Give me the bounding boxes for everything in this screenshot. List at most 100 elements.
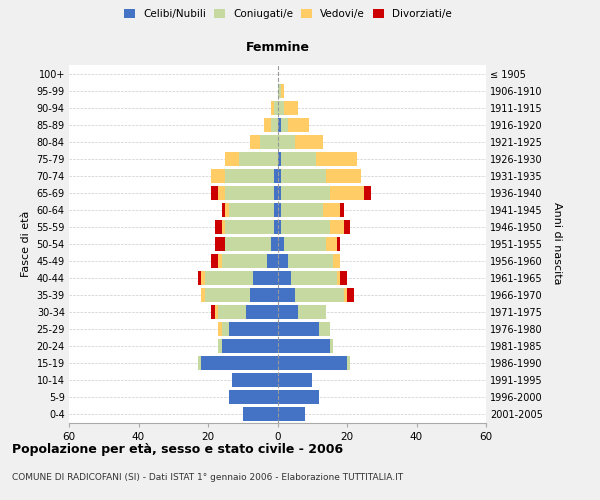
Bar bbox=[263, 118, 271, 132]
Bar bbox=[337, 271, 340, 285]
Bar bbox=[277, 237, 284, 250]
Text: COMUNE DI RADICOFANI (SI) - Dati ISTAT 1° gennaio 2006 - Elaborazione TUTTITALIA: COMUNE DI RADICOFANI (SI) - Dati ISTAT 1… bbox=[12, 472, 403, 482]
Bar bbox=[201, 288, 205, 302]
Bar bbox=[344, 220, 350, 234]
Bar bbox=[277, 390, 319, 404]
Bar bbox=[277, 100, 284, 114]
Bar bbox=[277, 220, 281, 234]
Bar bbox=[215, 220, 222, 234]
Bar bbox=[211, 305, 215, 319]
Bar bbox=[260, 134, 277, 148]
Bar bbox=[246, 305, 277, 319]
Bar bbox=[218, 322, 222, 336]
Bar bbox=[226, 168, 274, 182]
Bar bbox=[222, 339, 277, 353]
Bar bbox=[250, 288, 277, 302]
Bar bbox=[344, 288, 347, 302]
Bar bbox=[218, 305, 246, 319]
Bar bbox=[295, 288, 344, 302]
Bar bbox=[239, 152, 277, 166]
Bar bbox=[288, 254, 333, 268]
Bar bbox=[364, 186, 371, 200]
Bar bbox=[340, 271, 347, 285]
Bar bbox=[211, 186, 218, 200]
Bar bbox=[267, 254, 277, 268]
Bar bbox=[277, 134, 295, 148]
Bar bbox=[201, 271, 205, 285]
Bar bbox=[295, 134, 323, 148]
Bar bbox=[232, 373, 277, 387]
Bar bbox=[205, 271, 253, 285]
Text: Femmine: Femmine bbox=[245, 42, 310, 54]
Bar bbox=[253, 271, 277, 285]
Bar bbox=[277, 186, 281, 200]
Bar bbox=[347, 356, 350, 370]
Bar bbox=[277, 202, 281, 216]
Bar bbox=[326, 168, 361, 182]
Bar bbox=[229, 390, 277, 404]
Bar bbox=[218, 339, 222, 353]
Bar bbox=[323, 202, 340, 216]
Bar bbox=[277, 356, 347, 370]
Bar bbox=[277, 84, 281, 98]
Bar bbox=[329, 186, 364, 200]
Bar bbox=[222, 254, 267, 268]
Bar bbox=[288, 118, 309, 132]
Bar bbox=[281, 186, 329, 200]
Bar bbox=[211, 254, 218, 268]
Y-axis label: Anni di nascita: Anni di nascita bbox=[553, 202, 562, 285]
Bar bbox=[271, 118, 277, 132]
Bar bbox=[277, 288, 295, 302]
Bar bbox=[277, 339, 329, 353]
Bar bbox=[281, 84, 284, 98]
Bar bbox=[222, 220, 226, 234]
Bar bbox=[271, 100, 274, 114]
Bar bbox=[222, 322, 229, 336]
Bar bbox=[277, 152, 281, 166]
Bar bbox=[319, 322, 329, 336]
Bar bbox=[316, 152, 358, 166]
Y-axis label: Fasce di età: Fasce di età bbox=[21, 210, 31, 277]
Bar bbox=[205, 288, 250, 302]
Bar bbox=[329, 339, 333, 353]
Bar bbox=[284, 237, 326, 250]
Bar bbox=[271, 237, 277, 250]
Bar bbox=[197, 271, 201, 285]
Bar bbox=[333, 254, 340, 268]
Legend: Celibi/Nubili, Coniugati/e, Vedovi/e, Divorziati/e: Celibi/Nubili, Coniugati/e, Vedovi/e, Di… bbox=[120, 5, 456, 24]
Bar bbox=[250, 134, 260, 148]
Bar bbox=[292, 271, 337, 285]
Bar bbox=[347, 288, 354, 302]
Bar bbox=[337, 237, 340, 250]
Bar bbox=[222, 202, 226, 216]
Bar bbox=[281, 152, 316, 166]
Bar bbox=[274, 220, 277, 234]
Bar bbox=[229, 322, 277, 336]
Bar bbox=[281, 168, 326, 182]
Bar bbox=[274, 168, 277, 182]
Bar bbox=[277, 118, 281, 132]
Bar bbox=[215, 305, 218, 319]
Bar bbox=[243, 407, 277, 421]
Bar bbox=[201, 356, 277, 370]
Bar bbox=[277, 168, 281, 182]
Bar bbox=[277, 407, 305, 421]
Bar bbox=[281, 220, 329, 234]
Bar bbox=[218, 254, 222, 268]
Bar bbox=[281, 202, 323, 216]
Bar bbox=[215, 237, 226, 250]
Bar bbox=[277, 254, 288, 268]
Bar bbox=[277, 305, 298, 319]
Bar bbox=[226, 152, 239, 166]
Bar bbox=[197, 356, 201, 370]
Bar bbox=[229, 202, 274, 216]
Bar bbox=[274, 202, 277, 216]
Bar bbox=[281, 118, 288, 132]
Bar bbox=[329, 220, 344, 234]
Bar bbox=[274, 186, 277, 200]
Bar bbox=[274, 100, 277, 114]
Bar bbox=[226, 237, 271, 250]
Bar bbox=[226, 220, 274, 234]
Bar bbox=[277, 373, 312, 387]
Bar bbox=[218, 186, 226, 200]
